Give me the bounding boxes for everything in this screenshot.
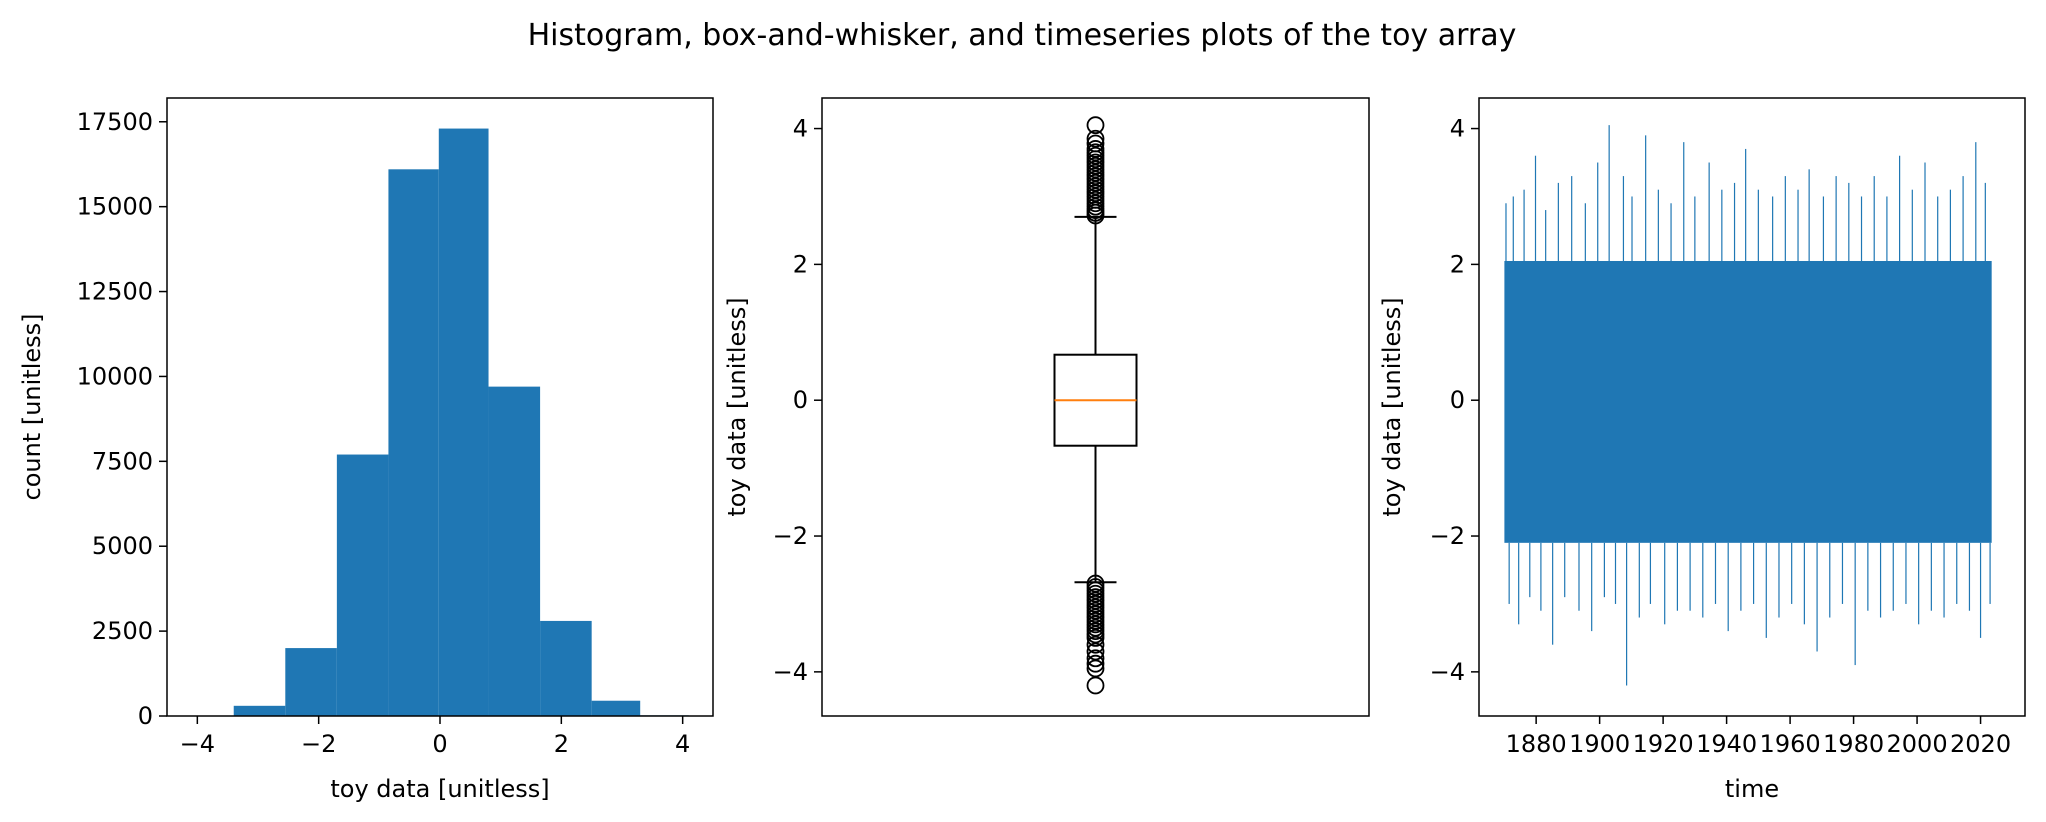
histogram-x-tick-label: 4: [675, 730, 690, 758]
histogram-bar: [540, 620, 592, 716]
boxplot-y-tick-label: −4: [773, 658, 808, 686]
histogram-bars: [185, 128, 689, 717]
histogram-x-ticks: −4 −2 0 2 4: [180, 716, 690, 758]
timeseries-y-axis-label: toy data [unitless]: [1378, 297, 1406, 516]
timeseries-x-tick-label: 1980: [1823, 730, 1884, 758]
timeseries-x-tick-label: 2020: [1950, 730, 2011, 758]
boxplot-outlier: [1086, 129, 1105, 148]
histogram-bar: [233, 705, 286, 716]
histogram-bar: [591, 700, 641, 716]
histogram-x-tick-label: −2: [301, 730, 336, 758]
boxplot-y-axis-label: toy data [unitless]: [723, 297, 751, 516]
boxplot-outlier: [1086, 659, 1105, 678]
boxplot-outlier: [1086, 116, 1105, 135]
histogram-y-tick-label: 12500: [77, 278, 153, 306]
histogram-bar: [488, 386, 541, 716]
timeseries-x-axis-label: time: [1725, 775, 1779, 803]
timeseries-y-ticks: −4 −2 0 2 4: [1430, 115, 1479, 686]
histogram-y-tick-label: 15000: [77, 193, 153, 221]
histogram-y-tick-label: 17500: [77, 108, 153, 136]
boxplot-y-tick-label: 4: [793, 115, 808, 143]
timeseries-x-tick-label: 1880: [1506, 730, 1567, 758]
timeseries-panel: 1880 1900 1920 1940 1960 1980 2000 2020 −4 −2 0 2 4…: [1378, 97, 2026, 803]
histogram-bar: [438, 128, 489, 717]
timeseries-y-tick-label: −4: [1430, 658, 1465, 686]
timeseries-y-tick-label: 0: [1450, 386, 1465, 414]
histogram-y-tick-label: 2500: [92, 617, 153, 645]
boxplot-outlier: [1086, 642, 1105, 661]
boxplot-y-tick-label: −2: [773, 522, 808, 550]
histogram-panel: −4 −2 0 2 4 0 2500 5000 7500 10000 12500 15000 1750…: [18, 97, 714, 803]
boxplot-outlier: [1086, 635, 1105, 654]
boxplot-outlier: [1086, 140, 1105, 158]
histogram-y-tick-label: 7500: [92, 447, 153, 475]
boxplot-frame: [821, 97, 1370, 717]
timeseries-x-ticks: 1880 1900 1920 1940 1960 1980 2000 2020: [1506, 716, 2011, 758]
timeseries-marks: [1504, 125, 1992, 686]
boxplot-outlier: [1086, 629, 1105, 647]
timeseries-frame: [1478, 97, 2026, 717]
boxplot-panel: −4 −2 0 2 4 toy data [unitless]: [723, 97, 1370, 717]
boxplot-outlier: [1086, 134, 1105, 153]
histogram-bar: [336, 454, 389, 716]
timeseries-band: [1504, 260, 1992, 543]
boxplot-outlier: [1086, 649, 1105, 668]
histogram-y-tick-label: 5000: [92, 532, 153, 560]
figure-title: Histogram, box-and-whisker, and timeseri…: [528, 18, 1517, 53]
histogram-y-axis-label: count [unitless]: [18, 313, 46, 500]
histogram-y-ticks: 0 2500 5000 7500 10000 12500 15000 17500: [77, 108, 167, 730]
timeseries-y-tick-label: −2: [1430, 522, 1465, 550]
timeseries-x-tick-label: 1960: [1760, 730, 1821, 758]
histogram-x-tick-label: 0: [432, 730, 447, 758]
boxplot-y-ticks: −4 −2 0 2 4: [773, 115, 822, 686]
histogram-x-axis-label: toy data [unitless]: [330, 775, 549, 803]
timeseries-y-tick-label: 2: [1450, 250, 1465, 278]
histogram-x-tick-label: 2: [554, 730, 569, 758]
timeseries-x-tick-label: 2000: [1887, 730, 1948, 758]
histogram-x-tick-label: −4: [180, 730, 215, 758]
boxplot-y-tick-label: 0: [793, 386, 808, 414]
boxplot-marks: [1053, 116, 1138, 695]
histogram-y-tick-label: 0: [138, 702, 153, 730]
boxplot-outlier: [1086, 676, 1105, 695]
timeseries-x-tick-label: 1920: [1633, 730, 1694, 758]
boxplot-outlier: [1086, 654, 1105, 673]
boxplot-y-tick-label: 2: [793, 250, 808, 278]
timeseries-y-tick-label: 4: [1450, 115, 1465, 143]
histogram-y-tick-label: 10000: [77, 362, 153, 390]
timeseries-x-tick-label: 1940: [1696, 730, 1757, 758]
timeseries-x-tick-label: 1900: [1569, 730, 1630, 758]
histogram-bar: [388, 169, 439, 717]
histogram-bar: [285, 648, 337, 716]
